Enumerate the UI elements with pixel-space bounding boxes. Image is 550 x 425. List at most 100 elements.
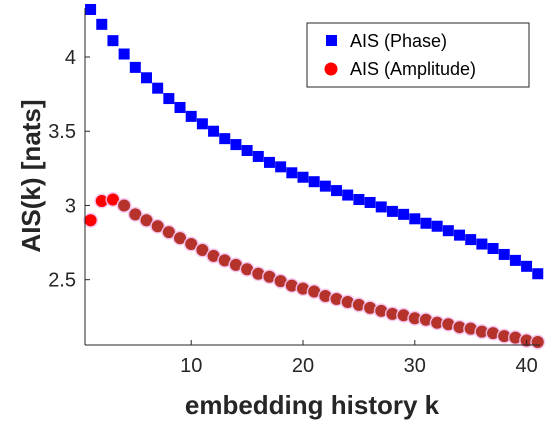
legend-amplitude-label: AIS (Amplitude) xyxy=(350,59,476,79)
data-point-phase xyxy=(308,176,320,188)
y-tick-label: 2.5 xyxy=(48,270,76,292)
data-point-phase xyxy=(96,18,108,30)
data-point-phase xyxy=(219,133,231,145)
data-point-phase xyxy=(129,61,141,73)
data-point-phase xyxy=(263,156,275,168)
data-point-amplitude xyxy=(263,270,276,283)
data-point-amplitude xyxy=(84,214,97,227)
data-point-phase xyxy=(107,35,119,47)
data-point-amplitude xyxy=(531,336,544,349)
data-point-amplitude xyxy=(140,214,153,227)
data-point-phase xyxy=(509,254,521,266)
data-point-amplitude xyxy=(397,309,410,322)
data-point-phase xyxy=(364,196,376,208)
data-point-amplitude xyxy=(352,298,365,311)
data-point-amplitude xyxy=(241,263,254,276)
data-point-phase xyxy=(196,118,208,130)
legend: AIS (Phase) AIS (Amplitude) xyxy=(306,22,530,88)
legend-phase-label: AIS (Phase) xyxy=(350,31,447,51)
data-point-phase xyxy=(230,139,242,151)
data-point-phase xyxy=(331,185,343,197)
data-point-amplitude xyxy=(364,301,377,314)
data-point-amplitude xyxy=(319,290,332,303)
data-point-phase xyxy=(241,145,253,157)
data-point-phase xyxy=(152,82,164,94)
data-point-amplitude xyxy=(419,313,432,326)
data-point-amplitude xyxy=(207,249,220,262)
data-point-amplitude xyxy=(475,325,488,338)
data-point-phase xyxy=(85,3,97,15)
data-point-amplitude xyxy=(174,232,187,245)
data-point-amplitude xyxy=(185,238,198,251)
data-point-amplitude xyxy=(341,295,354,308)
data-point-amplitude xyxy=(196,243,209,256)
data-point-amplitude xyxy=(453,321,466,334)
data-point-phase xyxy=(185,110,197,122)
axes xyxy=(84,8,540,346)
data-point-amplitude xyxy=(95,195,108,207)
data-point-phase xyxy=(319,180,331,192)
data-point-amplitude xyxy=(509,331,522,344)
data-point-amplitude xyxy=(285,279,298,292)
y-tick-label: 4 xyxy=(65,47,76,69)
data-point-amplitude xyxy=(229,258,242,271)
data-point-amplitude xyxy=(330,292,343,305)
data-point-amplitude xyxy=(308,285,321,298)
ticks: 10 20 30 40 2.5 3 3.5 4 xyxy=(48,47,538,377)
data-point-phase xyxy=(521,260,533,272)
data-point-phase xyxy=(442,225,454,237)
data-point-amplitude xyxy=(386,307,399,320)
data-point-phase xyxy=(297,171,309,183)
data-point-amplitude xyxy=(106,193,119,206)
data-point-phase xyxy=(208,125,220,137)
data-point-phase xyxy=(409,213,421,225)
data-point-phase xyxy=(532,268,544,280)
data-point-phase xyxy=(353,194,365,206)
x-tick-label: 10 xyxy=(180,355,202,377)
data-point-phase xyxy=(386,205,398,217)
data-point-phase xyxy=(118,48,130,60)
x-tick-label: 20 xyxy=(292,355,314,377)
x-axis-label: embedding history k xyxy=(185,390,440,420)
data-point-amplitude xyxy=(464,322,477,335)
data-point-amplitude xyxy=(218,254,231,267)
data-point-phase xyxy=(163,93,175,105)
data-point-phase xyxy=(431,220,443,232)
data-point-amplitude xyxy=(442,318,455,331)
data-point-amplitude xyxy=(431,316,444,329)
data-point-amplitude xyxy=(297,282,309,295)
data-point-amplitude xyxy=(129,208,142,221)
data-point-amplitude xyxy=(274,275,287,288)
data-point-phase xyxy=(487,243,499,254)
data-point-phase xyxy=(140,72,152,84)
data-point-amplitude xyxy=(252,267,265,280)
data-point-phase xyxy=(286,167,298,179)
legend-box xyxy=(306,22,530,88)
data-point-phase xyxy=(252,150,264,162)
legend-amplitude-marker xyxy=(324,62,338,76)
x-tick-label: 40 xyxy=(515,355,537,377)
data-point-phase xyxy=(342,189,354,201)
series-phase xyxy=(85,3,544,280)
data-point-phase xyxy=(398,208,410,220)
y-tick-label: 3.5 xyxy=(48,121,76,143)
data-point-phase xyxy=(275,161,287,173)
data-point-amplitude xyxy=(408,312,421,325)
data-point-amplitude xyxy=(375,304,388,317)
data-point-phase xyxy=(420,217,432,229)
data-point-phase xyxy=(498,248,510,260)
data-point-phase xyxy=(465,234,477,246)
data-point-phase xyxy=(454,229,466,241)
legend-phase-marker xyxy=(326,35,337,46)
data-point-phase xyxy=(174,101,186,113)
data-point-phase xyxy=(375,201,387,213)
x-tick-label: 30 xyxy=(404,355,426,377)
y-axis-label: AIS(k) [nats] xyxy=(16,99,46,252)
data-point-amplitude xyxy=(162,226,175,239)
data-point-amplitude xyxy=(118,199,131,212)
y-tick-label: 3 xyxy=(65,195,76,217)
data-point-amplitude xyxy=(151,220,164,233)
data-point-phase xyxy=(476,238,488,250)
data-point-amplitude xyxy=(498,330,511,343)
